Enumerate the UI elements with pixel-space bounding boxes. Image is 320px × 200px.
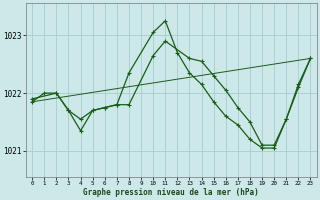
X-axis label: Graphe pression niveau de la mer (hPa): Graphe pression niveau de la mer (hPa)	[84, 188, 259, 197]
